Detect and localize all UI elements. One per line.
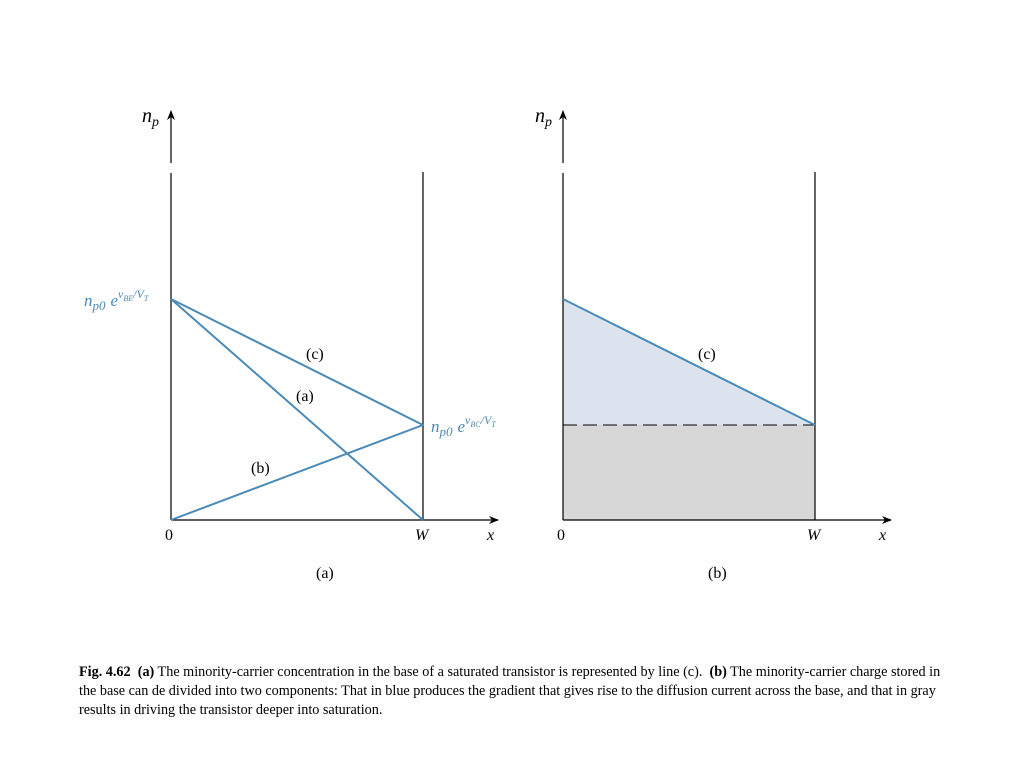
figure-caption: Fig. 4.62 (a) The minority-carrier conce… bbox=[79, 663, 959, 720]
panel-b-origin-label: 0 bbox=[557, 527, 565, 544]
caption-part-b-label: (b) bbox=[709, 664, 727, 680]
panel-b-line-c-label: (c) bbox=[698, 346, 716, 363]
line-b-label: (b) bbox=[251, 460, 270, 477]
left-concentration-label: np0 evBE/VT bbox=[84, 287, 149, 313]
panel-b-label: (b) bbox=[708, 565, 727, 582]
caption-fig-label: Fig. 4.62 bbox=[79, 664, 131, 680]
panel-b: np (c) 0 W x (b) bbox=[520, 100, 892, 582]
figure: np np0 evBE/VT np0 evBC/VT (c) (a) (b) 0 W… bbox=[84, 100, 892, 582]
panel-a-origin-label: 0 bbox=[165, 527, 173, 544]
gray-charge-region bbox=[563, 425, 815, 520]
panel-a-label: (a) bbox=[316, 565, 334, 582]
line-c bbox=[170, 298, 424, 426]
line-c-label: (c) bbox=[306, 346, 324, 363]
panel-b-line-c bbox=[562, 298, 816, 426]
panel-a-y-axis-label: np bbox=[142, 105, 159, 130]
line-a bbox=[170, 298, 424, 521]
caption-part-b-text: The minority-carrier charge stored in th… bbox=[79, 664, 941, 718]
panel-b-w-label: W bbox=[807, 527, 822, 544]
caption-part-a-text: The minority-carrier concentration in th… bbox=[154, 664, 703, 680]
panel-a-w-label: W bbox=[415, 527, 430, 544]
panel-a: np np0 evBE/VT np0 evBC/VT (c) (a) (b) 0 W… bbox=[84, 105, 499, 582]
caption-part-a-label: (a) bbox=[137, 664, 155, 680]
line-b bbox=[170, 424, 424, 521]
panel-b-x-axis-label: x bbox=[878, 527, 886, 544]
right-concentration-label: np0 evBC/VT bbox=[431, 413, 496, 439]
panel-a-x-axis-label: x bbox=[486, 527, 494, 544]
panel-b-y-axis-label: np bbox=[535, 105, 552, 130]
line-a-label: (a) bbox=[296, 388, 314, 405]
